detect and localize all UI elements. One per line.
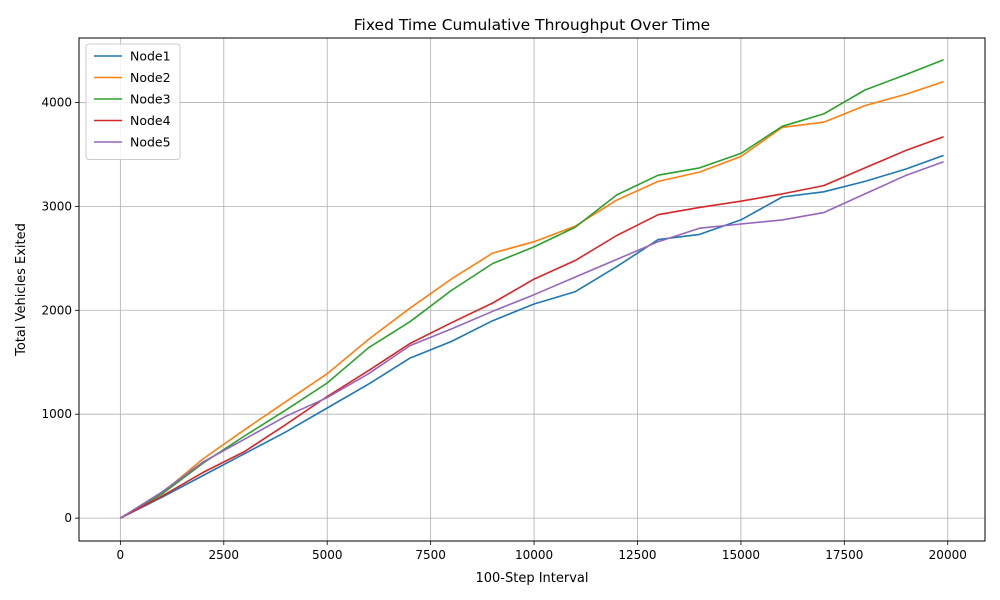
x-tick-label: 5000 — [312, 548, 343, 562]
x-tick-label: 7500 — [415, 548, 446, 562]
plot-area-frame — [78, 37, 986, 542]
y-tick-label: 0 — [64, 511, 72, 525]
grid-lines — [79, 38, 985, 541]
legend-label: Node3 — [130, 92, 171, 107]
legend-box — [85, 43, 181, 160]
x-tick-label: 20000 — [929, 548, 967, 562]
series-line-node3 — [119, 59, 944, 519]
y-tick-label: 1000 — [41, 407, 72, 421]
x-tick-label: 2500 — [209, 548, 240, 562]
y-tick-label: 2000 — [41, 303, 72, 317]
chart-title: Fixed Time Cumulative Throughput Over Ti… — [354, 16, 710, 34]
series-lines — [119, 59, 944, 519]
legend-label: Node2 — [130, 70, 171, 85]
x-tick-label: 10000 — [515, 548, 553, 562]
y-tick-label: 4000 — [41, 95, 72, 109]
series-line-node2 — [119, 80, 944, 519]
legend: Node1 Node2 Node3 Node4 Node5 — [85, 43, 181, 160]
x-tick-label: 17500 — [825, 548, 863, 562]
series-line-node4 — [120, 135, 944, 519]
axis-ticks: 0 2500 5000 7500 10000 12500 15000 17500 20000 0 1… — [41, 95, 966, 562]
x-axis-label: 100-Step Interval — [475, 571, 588, 586]
x-tick-label: 12500 — [618, 548, 656, 562]
y-tick-label: 3000 — [41, 199, 72, 213]
legend-label: Node4 — [130, 113, 171, 128]
x-tick-label: 15000 — [722, 548, 760, 562]
series-line-node1 — [120, 154, 944, 519]
legend-label: Node5 — [130, 135, 171, 150]
y-axis-label: Total Vehicles Exited — [14, 223, 29, 357]
x-tick-label: 0 — [117, 548, 125, 562]
legend-label: Node1 — [130, 49, 171, 64]
series-line-node5 — [119, 160, 944, 519]
